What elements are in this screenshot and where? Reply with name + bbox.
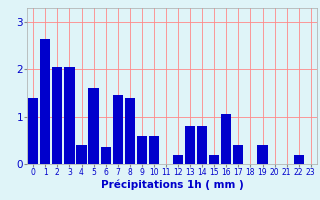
- Bar: [149, 136, 159, 164]
- Bar: [293, 155, 304, 164]
- Bar: [40, 39, 51, 164]
- Bar: [28, 98, 38, 164]
- Bar: [257, 145, 268, 164]
- Bar: [209, 155, 220, 164]
- X-axis label: Précipitations 1h ( mm ): Précipitations 1h ( mm ): [100, 180, 244, 190]
- Bar: [173, 155, 183, 164]
- Bar: [233, 145, 244, 164]
- Bar: [197, 126, 207, 164]
- Bar: [137, 136, 147, 164]
- Bar: [76, 145, 87, 164]
- Bar: [52, 67, 62, 164]
- Bar: [221, 114, 231, 164]
- Bar: [88, 88, 99, 164]
- Bar: [100, 147, 111, 164]
- Bar: [64, 67, 75, 164]
- Bar: [113, 95, 123, 164]
- Bar: [185, 126, 195, 164]
- Bar: [124, 98, 135, 164]
